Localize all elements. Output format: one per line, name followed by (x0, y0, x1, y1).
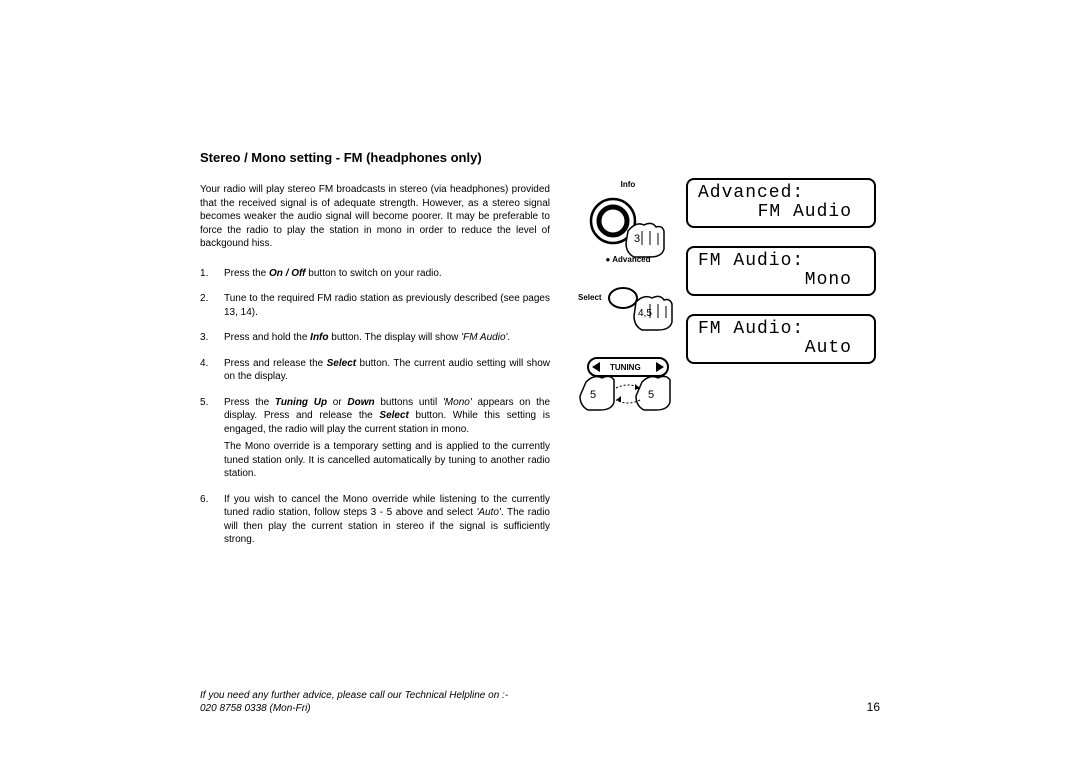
step-text: buttons until (375, 397, 443, 408)
step-text: Press the (224, 268, 269, 279)
select-button-icon: Select 4,5 (578, 278, 678, 338)
select-label-small: Select (578, 293, 602, 302)
step-6: If you wish to cancel the Mono override … (200, 493, 550, 547)
info-dial-group: Info 3 ● Advanced (578, 180, 678, 264)
info-label-small: Info (578, 180, 678, 189)
step-text: Press and release the (224, 358, 327, 369)
step-1: Press the On / Off button to switch on y… (200, 267, 550, 281)
step-text: or (327, 397, 347, 408)
tuning-label-small: TUNING (610, 363, 641, 372)
lcd-line-1: FM Audio: (698, 320, 864, 339)
lcd-line-2: FM Audio (698, 203, 864, 222)
step-number-45: 4,5 (638, 308, 652, 319)
step-number-5b: 5 (648, 389, 654, 401)
button-diagrams: Info 3 ● Advanced Select 4,5 (578, 180, 678, 446)
page-number: 16 (867, 700, 880, 714)
info-dial-icon: 3 (578, 191, 678, 261)
auto-quote: 'Auto' (476, 507, 500, 518)
lcd-line-2: Mono (698, 271, 864, 290)
on-off-label: On / Off (269, 268, 305, 279)
lcd-line-1: FM Audio: (698, 252, 864, 271)
step-2: Tune to the required FM radio station as… (200, 292, 550, 319)
footer-helpline: If you need any further advice, please c… (200, 690, 880, 714)
tuning-up-label: Tuning Up (275, 397, 327, 408)
step-3: Press and hold the Info button. The disp… (200, 331, 550, 345)
lcd-displays: Advanced: FM Audio FM Audio: Mono FM Aud… (686, 178, 876, 382)
advanced-text: Advanced (612, 255, 650, 264)
step-5-note: The Mono override is a temporary setting… (224, 440, 550, 481)
step-number-3: 3 (634, 233, 640, 245)
lcd-line-1: Advanced: (698, 184, 864, 203)
lcd-mono: FM Audio: Mono (686, 246, 876, 296)
footer-line-1: If you need any further advice, please c… (200, 690, 880, 701)
step-5: Press the Tuning Up or Down buttons unti… (200, 396, 550, 481)
select-button-group: Select 4,5 (578, 278, 678, 338)
intro-paragraph: Your radio will play stereo FM broadcast… (200, 183, 550, 251)
step-number-5a: 5 (590, 389, 596, 401)
lcd-auto: FM Audio: Auto (686, 314, 876, 364)
footer-line-2: 020 8758 0338 (Mon-Fri) (200, 703, 880, 714)
tuning-buttons-icon: TUNING 5 5 (578, 352, 678, 432)
mono-quote: 'Mono' (443, 397, 472, 408)
tuning-buttons-group: TUNING 5 5 (578, 352, 678, 432)
lcd-advanced: Advanced: FM Audio (686, 178, 876, 228)
step-text: Press and hold the (224, 332, 310, 343)
info-label: Info (310, 332, 328, 343)
select-label-2: Select (379, 410, 408, 421)
step-text: button. The display will show (329, 332, 462, 343)
section-heading: Stereo / Mono setting - FM (headphones o… (200, 150, 880, 165)
advanced-label-small: ● Advanced (578, 255, 678, 264)
step-4: Press and release the Select button. The… (200, 357, 550, 384)
fm-audio-quote: 'FM Audio' (461, 332, 507, 343)
step-text: button to switch on your radio. (306, 268, 442, 279)
step-text: Press the (224, 397, 275, 408)
select-label: Select (327, 358, 356, 369)
lcd-line-2: Auto (698, 339, 864, 358)
instruction-list: Press the On / Off button to switch on y… (200, 267, 550, 547)
down-label: Down (347, 397, 374, 408)
step-text: . (507, 332, 510, 343)
